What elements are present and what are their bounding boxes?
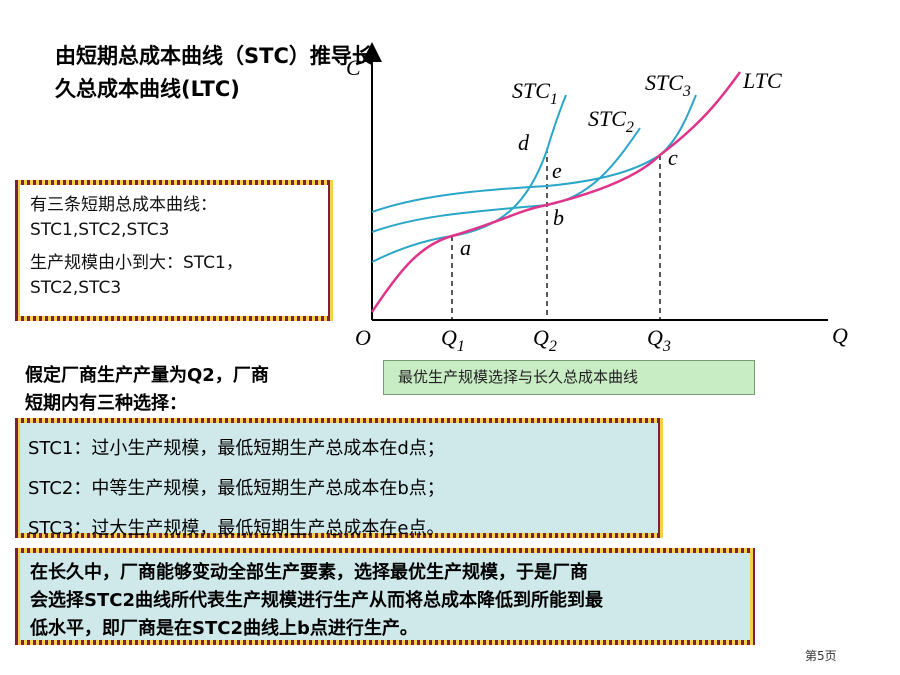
text-line: 在长久中，厂商能够变动全部生产要素，选择最优生产规模，于是厂商 — [30, 562, 588, 583]
choice: STC1：过小生产规模，最低短期生产总成本在d点； — [28, 438, 445, 459]
q-sub: 1 — [457, 338, 465, 355]
choice: STC3：过大生产规模，最低短期生产总成本在e点。 — [28, 518, 445, 539]
q-label: Q2 — [533, 325, 557, 355]
choices-body: STC1：过小生产规模，最低短期生产总成本在d点； STC2：中等生产规模，最低… — [20, 423, 658, 539]
page-number: 第5页 — [805, 649, 837, 663]
q-label: Q1 — [441, 325, 465, 355]
guides — [451, 148, 661, 320]
curve-sub: 1 — [550, 91, 558, 108]
q-name: Q — [647, 325, 663, 350]
point-label: a — [460, 235, 471, 260]
origin-label: O — [355, 325, 371, 350]
text-line: STC2,STC3 — [30, 278, 122, 298]
caption-box: 最优生产规模选择与长久总成本曲线 — [383, 360, 755, 395]
premise: 假定厂商生产产量为Q2，厂商 短期内有三种选择： — [25, 362, 269, 418]
curve-label: LTC — [742, 68, 782, 93]
point-label: b — [553, 205, 564, 230]
text-line: 假定厂商生产产量为Q2，厂商 — [25, 365, 269, 386]
curve-name: STC — [588, 106, 626, 131]
point-label: e — [552, 158, 562, 183]
text-line: 会选择STC2曲线所代表生产规模进行生产从而将总成本降低到所能到最 — [30, 590, 603, 611]
curve-sub: 3 — [682, 83, 691, 100]
q-sub: 3 — [662, 338, 671, 355]
curve-sub: 2 — [626, 119, 634, 136]
point-label: d — [518, 130, 530, 155]
conclusion-box: 在长久中，厂商能够变动全部生产要素，选择最优生产规模，于是厂商 会选择STC2曲… — [15, 548, 755, 645]
title-line: 久总成本曲线(LTC) — [55, 77, 240, 101]
text-line: 低水平，即厂商是在STC2曲线上b点进行生产。 — [30, 618, 418, 639]
title: 由短期总成本曲线（STC）推导长 久总成本曲线(LTC) — [55, 40, 373, 106]
text-line: 生产规模由小到大：STC1， — [30, 253, 243, 273]
text-line: STC1,STC2,STC3 — [30, 220, 170, 240]
cost-diagram: C O Q Q1 Q2 Q3 STC1 STC2 STC3 LTC d e b … — [346, 42, 848, 355]
stc1-curve — [371, 94, 567, 263]
q-label: Q3 — [647, 325, 671, 355]
choice: STC2：中等生产规模，最低短期生产总成本在b点； — [28, 478, 445, 499]
curve-label: STC3 — [645, 70, 691, 100]
scale-box-body: 有三条短期总成本曲线： STC1,STC2,STC3 生产规模由小到大：STC1… — [20, 185, 328, 316]
point-label: c — [668, 145, 678, 170]
text-line: 有三条短期总成本曲线： — [30, 195, 217, 215]
x-axis-label: Q — [832, 323, 848, 348]
text-line: 短期内有三种选择： — [25, 393, 187, 414]
curve-label: STC2 — [588, 106, 634, 136]
y-axis-label: C — [346, 55, 361, 80]
curve-label: STC1 — [512, 78, 558, 108]
ltc-curve — [370, 71, 742, 313]
conclusion-body: 在长久中，厂商能够变动全部生产要素，选择最优生产规模，于是厂商 会选择STC2曲… — [20, 553, 750, 640]
stc3-curve — [371, 94, 697, 213]
q-sub: 2 — [549, 338, 557, 355]
curve-name: STC — [645, 70, 683, 95]
q-name: Q — [533, 325, 549, 350]
choices-box: STC1：过小生产规模，最低短期生产总成本在d点； STC2：中等生产规模，最低… — [15, 418, 663, 539]
title-line: 由短期总成本曲线（STC）推导长 — [55, 44, 373, 68]
q-name: Q — [441, 325, 457, 350]
curve-name: STC — [512, 78, 550, 103]
scale-box: 有三条短期总成本曲线： STC1,STC2,STC3 生产规模由小到大：STC1… — [15, 180, 333, 321]
